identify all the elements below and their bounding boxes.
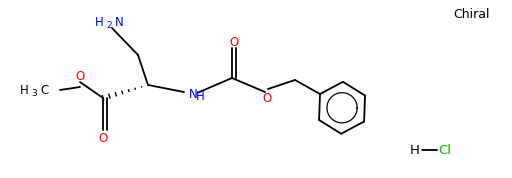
Text: N: N (188, 88, 197, 101)
Text: O: O (98, 132, 108, 145)
Text: 2: 2 (106, 20, 112, 30)
Text: C: C (40, 85, 48, 98)
Text: O: O (229, 35, 239, 48)
Text: H: H (410, 143, 420, 156)
Text: Chiral: Chiral (454, 9, 490, 22)
Text: Cl: Cl (438, 143, 452, 156)
Text: 3: 3 (31, 88, 37, 98)
Text: N: N (115, 15, 124, 28)
Text: O: O (262, 91, 272, 104)
Text: O: O (75, 69, 84, 82)
Text: H: H (20, 85, 29, 98)
Text: H: H (95, 15, 104, 28)
Text: H: H (196, 90, 204, 103)
